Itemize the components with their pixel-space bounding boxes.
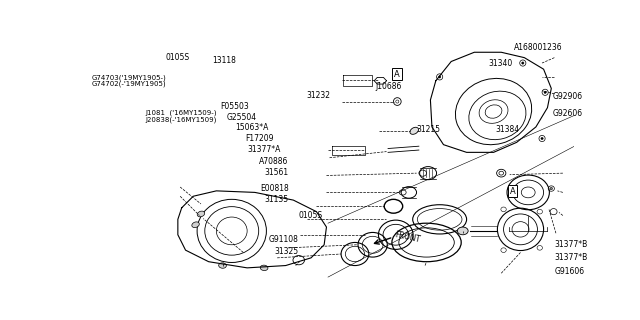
Text: 0105S: 0105S [166, 53, 189, 62]
Text: G25504: G25504 [227, 113, 257, 122]
Text: A70886: A70886 [259, 157, 289, 166]
Text: G92906: G92906 [552, 92, 582, 101]
Text: A: A [510, 187, 516, 196]
Text: FRONT: FRONT [394, 230, 420, 244]
Text: J1081  ('16MY1509-): J1081 ('16MY1509-) [146, 109, 217, 116]
Ellipse shape [192, 222, 199, 228]
Text: 31561: 31561 [264, 168, 289, 177]
Text: G92606: G92606 [552, 109, 582, 118]
Text: 15063*A: 15063*A [236, 123, 269, 132]
Circle shape [438, 76, 441, 78]
Circle shape [541, 137, 543, 140]
Text: 31325: 31325 [275, 247, 298, 256]
Circle shape [544, 91, 547, 93]
Text: A168001236: A168001236 [513, 43, 562, 52]
Ellipse shape [260, 265, 268, 271]
Text: J10686: J10686 [376, 82, 402, 91]
Text: 31340: 31340 [488, 59, 513, 68]
Text: G91606: G91606 [555, 267, 585, 276]
Text: 31232: 31232 [306, 91, 330, 100]
Ellipse shape [410, 127, 419, 134]
Text: G91108: G91108 [269, 235, 298, 244]
Circle shape [522, 62, 524, 64]
Text: F17209: F17209 [245, 134, 274, 143]
Text: E00818: E00818 [260, 184, 289, 193]
Text: 31377*A: 31377*A [248, 145, 281, 154]
Text: 31384: 31384 [495, 125, 520, 134]
Ellipse shape [197, 211, 205, 217]
Ellipse shape [550, 188, 552, 190]
Ellipse shape [458, 227, 468, 235]
Ellipse shape [219, 263, 227, 268]
Text: 31135: 31135 [264, 195, 289, 204]
Text: A: A [394, 70, 400, 79]
Text: J20838(-'16MY1509): J20838(-'16MY1509) [146, 116, 217, 123]
Text: G74703('19MY1905-): G74703('19MY1905-) [92, 75, 166, 81]
Text: 31377*B: 31377*B [555, 253, 588, 262]
Text: 13118: 13118 [212, 56, 236, 65]
Text: 31215: 31215 [417, 125, 441, 134]
Text: G74702(-'19MY1905): G74702(-'19MY1905) [92, 81, 166, 87]
Text: 0105S: 0105S [299, 211, 323, 220]
Text: 31377*B: 31377*B [555, 240, 588, 249]
Text: F05503: F05503 [220, 102, 249, 111]
